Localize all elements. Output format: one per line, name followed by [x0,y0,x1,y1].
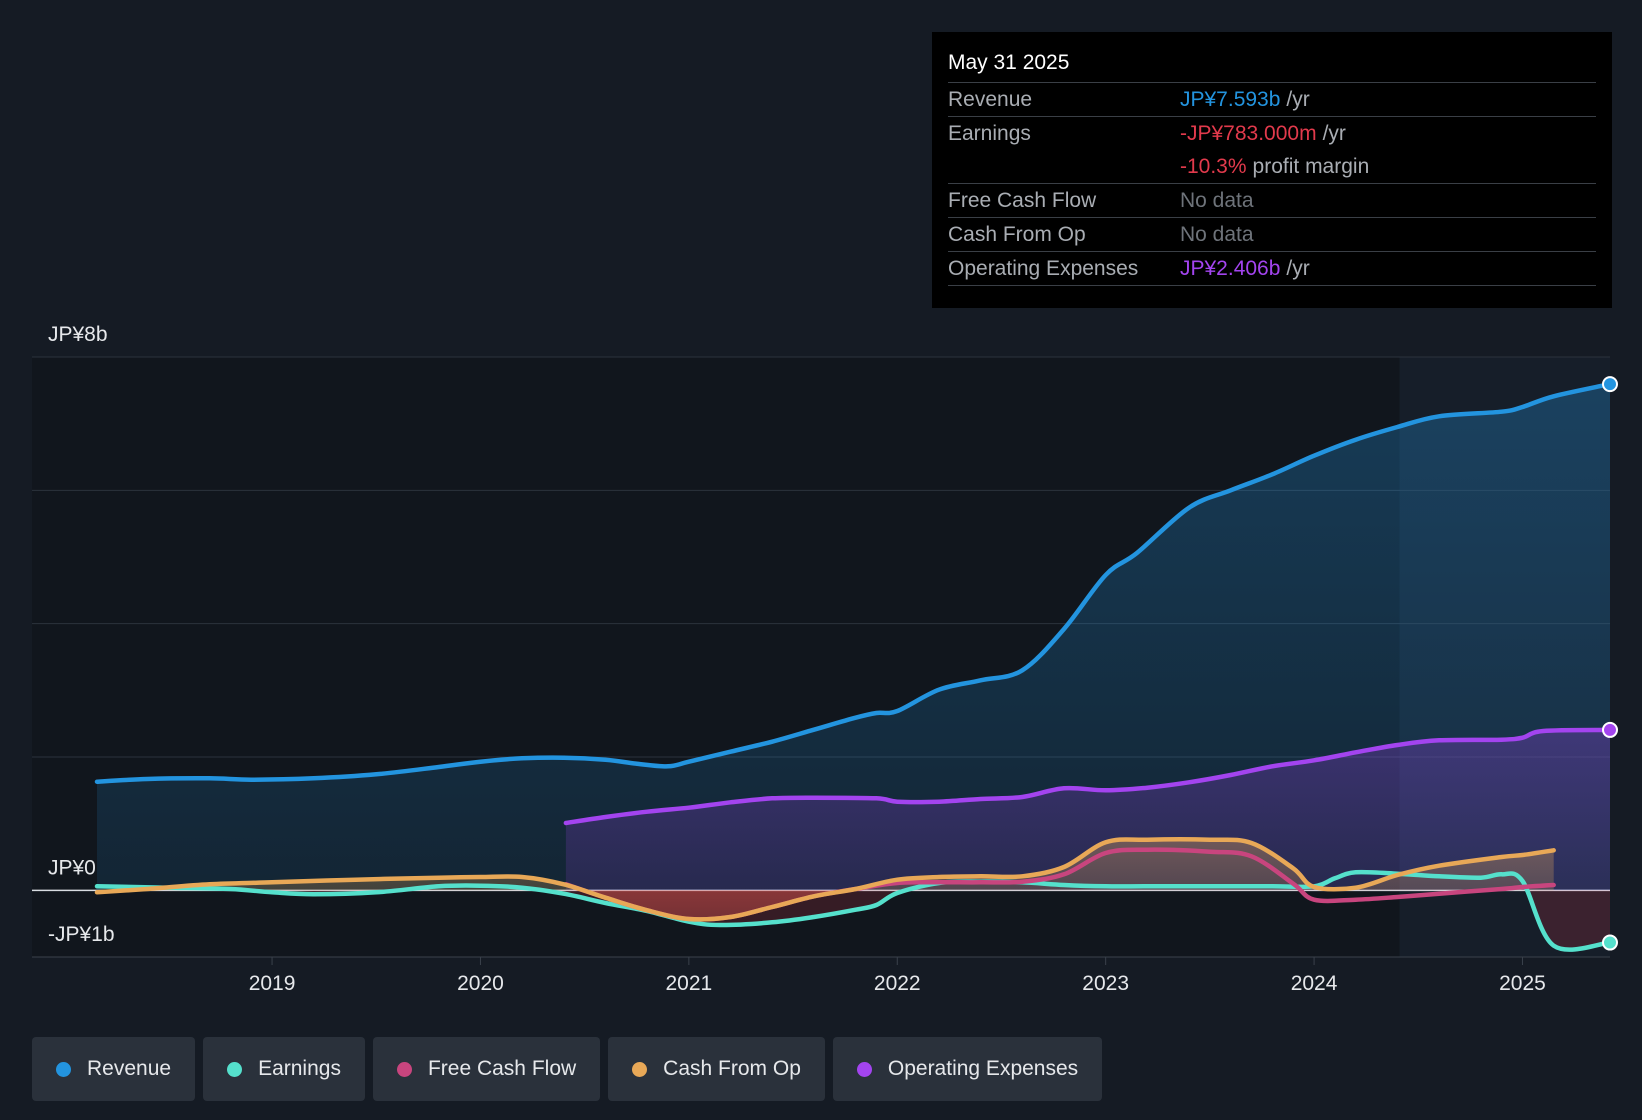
cash-from-op-line [94,837,1556,922]
tooltip-label: Revenue [948,88,1033,111]
tooltip-row-free-cash-flow: Free Cash Flow No data [948,184,1596,218]
legend-item-cash-from-op[interactable]: Cash From Op [608,1037,825,1101]
x-tick-label: 2025 [1499,972,1546,995]
tooltip-value: -10.3% [1180,155,1247,178]
legend-label: Earnings [258,1057,341,1080]
x-tick-label: 2022 [874,972,921,995]
cash-from-op-dot-icon [632,1061,648,1077]
x-tick-label: 2019 [249,972,296,995]
legend-label: Operating Expenses [887,1057,1079,1080]
tooltip-row-revenue: Revenue JP¥7.593b /yr [948,83,1596,117]
tooltip-value: JP¥2.406b [1180,257,1281,280]
revenue-line [94,381,1613,784]
tooltip-unit: profit margin [1252,155,1370,178]
legend-item-revenue[interactable]: Revenue [32,1037,196,1101]
legend-label: Cash From Op [663,1057,801,1080]
tooltip-unit: /yr [1286,257,1310,280]
y-axis-label: JP¥0 [48,856,96,879]
legend-item-free-cash-flow[interactable]: Free Cash Flow [372,1037,601,1101]
operating-expenses-line [563,727,1613,826]
x-tick-label: 2024 [1291,972,1338,995]
tooltip-label [948,150,1180,183]
tooltip-value: No data [1180,223,1254,246]
tooltip-value: -JP¥783.000m [1180,122,1317,145]
tooltip-unit: /yr [1286,88,1310,111]
tooltip-row-cash-from-op: Cash From Op No data [948,218,1596,252]
tooltip-panel: May 31 2025 Revenue JP¥7.593b /yr Earnin… [932,32,1612,308]
earnings-end-marker [1602,934,1618,951]
tooltip-label: Cash From Op [948,223,1086,246]
tooltip-value: No data [1180,189,1254,212]
legend: Revenue Earnings Free Cash Flow Cash Fro… [32,1037,1103,1101]
y-axis-label: -JP¥1b [48,923,115,946]
tooltip-date: May 31 2025 [948,48,1596,83]
cash-from-op-area [97,839,1554,920]
earnings-dot-icon [227,1061,243,1077]
x-tick-label: 2023 [1082,972,1129,995]
tooltip-unit: /yr [1322,122,1346,145]
legend-item-earnings[interactable]: Earnings [203,1037,365,1101]
tooltip-value: JP¥7.593b [1180,88,1281,111]
operating-expenses-area [565,729,1610,891]
revenue-dot-icon [56,1061,71,1077]
revenue-end-marker [1602,376,1618,393]
tooltip-label: Free Cash Flow [948,189,1097,212]
legend-item-operating-expenses[interactable]: Operating Expenses [832,1037,1103,1101]
tooltip-row-profit-margin: -10.3% profit margin [948,150,1596,184]
y-axis-label: JP¥8b [48,323,108,346]
free-cash-flow-dot-icon [396,1061,412,1077]
x-tick-label: 2021 [666,972,713,995]
legend-label: Free Cash Flow [427,1057,577,1080]
x-tick-label: 2020 [457,972,504,995]
operating-expenses-end-marker [1602,721,1618,738]
tooltip-label: Operating Expenses [948,257,1139,280]
tooltip-label: Earnings [948,122,1031,145]
tooltip-row-operating-expenses: Operating Expenses JP¥2.406b /yr [948,252,1596,286]
tooltip-row-earnings: Earnings -JP¥783.000m /yr [948,117,1596,150]
legend-label: Revenue [87,1057,172,1080]
operating-expenses-dot-icon [856,1061,872,1077]
